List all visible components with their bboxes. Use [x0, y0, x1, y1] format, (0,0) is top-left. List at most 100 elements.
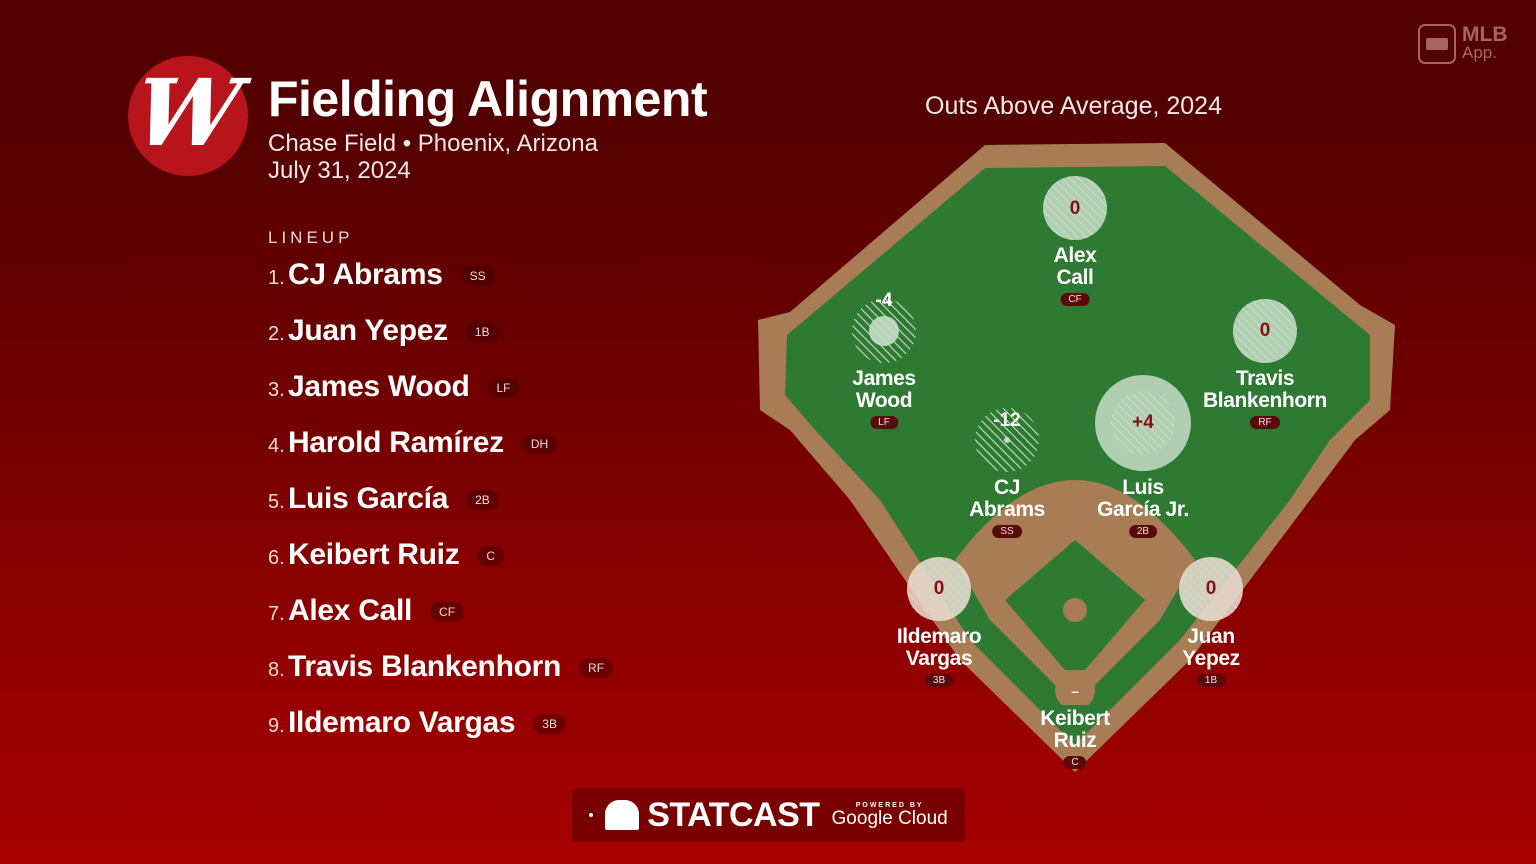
field-player-first: CJ	[993, 476, 1021, 499]
field-player-last: Abrams	[969, 498, 1045, 521]
oaa-value-lf: -4	[875, 290, 893, 311]
player-name: Keibert Ruiz	[288, 538, 460, 571]
field-player-last: Ruiz	[1053, 729, 1097, 752]
oaa-value-1b: 0	[1205, 578, 1217, 599]
lineup-item: 4. Harold Ramírez DH	[268, 426, 613, 482]
field-player-first: Keibert	[1040, 707, 1110, 730]
field-player-last: Vargas	[905, 647, 973, 670]
field-player-last: Blankenhorn	[1203, 389, 1327, 412]
field-position-badge: SS	[992, 525, 1022, 538]
lineup-item: 9. Ildemaro Vargas 3B	[268, 706, 613, 762]
field-position-badge: 2B	[1128, 525, 1158, 538]
field-player-first: Travis	[1235, 367, 1295, 390]
oaa-value-2b: +4	[1132, 412, 1154, 433]
oaa-title: Outs Above Average, 2024	[925, 92, 1222, 120]
oaa-value-cf: 0	[1069, 198, 1081, 219]
powered-by: POWERED BY	[855, 802, 924, 809]
oaa-value-ss: -12	[993, 410, 1021, 431]
google-cloud-mark: POWERED BY Google Cloud	[832, 802, 948, 828]
player-name: Ildemaro Vargas	[288, 706, 516, 739]
field-player-rf: Travis Blankenhorn RF	[1203, 368, 1327, 430]
home-plate-area	[1055, 670, 1095, 710]
pitchers-mound	[1063, 598, 1087, 622]
field-player-last: Yepez	[1182, 647, 1240, 670]
dot-icon	[589, 813, 594, 817]
statcast-wordmark: STATCAST	[647, 795, 820, 834]
lineup-item: 8. Travis Blankenhorn RF	[268, 650, 614, 706]
field-position-badge: C	[1063, 756, 1087, 769]
player-name: James Wood	[288, 370, 470, 403]
batting-order: 9.	[268, 715, 285, 737]
position-badge: RF	[579, 658, 614, 678]
lineup-item: 2. Juan Yepez 1B	[268, 314, 613, 370]
field-player-2b: Luis García Jr. 2B	[1097, 477, 1189, 539]
partner-name: Google Cloud	[831, 808, 948, 829]
team-logo: W	[128, 56, 248, 176]
field-player-last: García Jr.	[1097, 498, 1189, 521]
position-badge: 2B	[466, 490, 499, 510]
field-player-first: Ildemaro	[896, 625, 982, 648]
mlb-logo-icon	[1418, 24, 1456, 64]
player-name: CJ Abrams	[288, 258, 443, 291]
player-name: Travis Blankenhorn	[288, 650, 562, 683]
oaa-circle-lf	[869, 316, 899, 346]
field-position-badge: LF	[870, 416, 898, 429]
oaa-circle-ss	[1004, 437, 1010, 443]
field-position-badge: 3B	[924, 674, 954, 687]
page-title: Fielding Alignment	[268, 71, 708, 127]
batting-order: 6.	[268, 547, 285, 569]
lineup-list: 1. CJ Abrams SS 2. Juan Yepez 1B 3. James Woo…	[268, 258, 614, 762]
field-player-3b: Ildemaro Vargas 3B	[896, 625, 982, 688]
field-position-badge: 1B	[1196, 674, 1226, 687]
field-player-first: Luis	[1122, 476, 1164, 499]
lineup-item: 5. Luis García 2B	[268, 482, 613, 538]
field-position-badge: CF	[1060, 293, 1090, 306]
field-player-ss: CJ Abrams SS	[969, 477, 1045, 539]
position-badge: C	[477, 546, 505, 566]
batting-order: 3.	[268, 379, 285, 401]
batting-order: 7.	[268, 603, 285, 625]
batting-order: 2.	[268, 323, 285, 345]
lineup-item: 3. James Wood LF	[268, 370, 613, 426]
oaa-value-3b: 0	[933, 578, 945, 599]
batting-order: 1.	[268, 267, 285, 289]
field-player-first: Alex	[1053, 244, 1097, 267]
player-name: Harold Ramírez	[288, 426, 504, 459]
batting-order: 8.	[268, 659, 285, 681]
batting-order: 5.	[268, 491, 285, 513]
field-player-last: Call	[1056, 266, 1094, 289]
player-name: Alex Call	[288, 594, 413, 627]
outfield-grass	[785, 166, 1370, 745]
position-badge: DH	[521, 434, 558, 454]
oaa-value-rf: 0	[1259, 320, 1271, 341]
field-player-c: Keibert Ruiz C	[1040, 708, 1110, 770]
lineup-label: LINEUP	[268, 228, 354, 247]
venue-line: Chase Field • Phoenix, Arizona	[268, 130, 598, 157]
field-position-badge: RF	[1250, 416, 1280, 429]
lineup-item: 7. Alex Call CF	[268, 594, 613, 650]
field-player-1b: Juan Yepez 1B	[1182, 626, 1240, 688]
statcast-banner: STATCAST POWERED BY Google Cloud	[572, 788, 965, 842]
position-badge: 1B	[465, 322, 499, 342]
position-badge: SS	[460, 266, 495, 286]
mlb-app-line2: App.	[1462, 43, 1497, 63]
lineup-item: 6. Keibert Ruiz C	[268, 538, 613, 594]
mlb-batter-logo-icon	[605, 800, 640, 830]
position-badge: LF	[487, 378, 520, 398]
position-badge: 3B	[533, 714, 566, 734]
game-date: July 31, 2024	[268, 157, 411, 184]
field-player-last: Wood	[855, 389, 913, 412]
batting-order: 4.	[268, 435, 285, 457]
position-badge: CF	[430, 602, 465, 622]
field-player-first: Juan	[1187, 625, 1235, 648]
field-player-cf: Alex Call CF	[1054, 245, 1097, 307]
lineup-item: 1. CJ Abrams SS	[268, 258, 613, 314]
field-player-lf: James Wood LF	[852, 367, 916, 430]
mlb-app-line1: MLB	[1462, 23, 1508, 47]
mlb-app-mark: MLB App.	[1418, 24, 1508, 64]
oaa-value-c: –	[1071, 683, 1079, 699]
player-name: Juan Yepez	[288, 314, 448, 347]
player-name: Luis García	[288, 482, 449, 515]
field-player-first: James	[852, 367, 916, 390]
